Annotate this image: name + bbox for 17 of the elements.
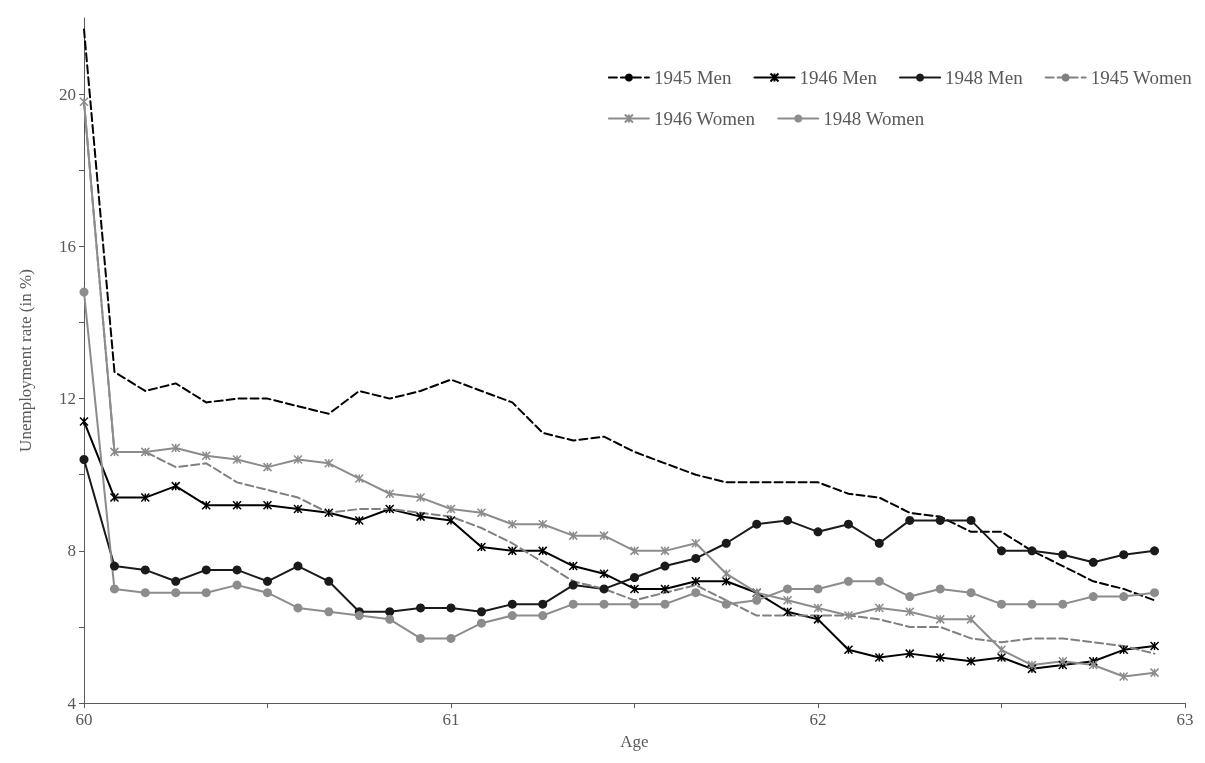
x-tick-label: 61 [442,710,460,730]
legend-label: 1948 Men [945,67,1024,88]
legend-label: 1945 Women [1090,67,1193,88]
y-tick-label: 4 [67,693,77,713]
y-tick-label: 12 [59,389,76,409]
x-tick-label: 60 [75,710,93,730]
legend-label: 1946 Men [799,67,878,88]
x-axis-title: Age [620,732,649,751]
legend-label: 1946 Women [653,108,756,129]
y-axis-title: Unemployment rate (in %) [16,269,35,452]
x-tick-label: 63 [1176,710,1194,730]
legend-label: 1945 Men [653,67,732,88]
y-tick-label: 8 [67,541,76,561]
legend-label: 1948 Women [823,108,925,129]
y-tick-label: 20 [59,84,76,104]
y-tick-label: 16 [59,236,76,256]
x-tick-label: 62 [809,710,827,730]
